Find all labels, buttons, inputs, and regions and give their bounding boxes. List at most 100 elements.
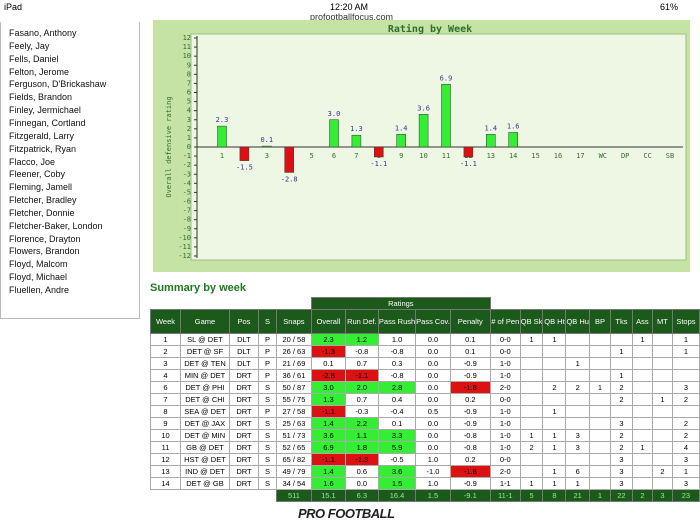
cell: 1 xyxy=(609,368,633,382)
player-link[interactable]: Fleener, Coby xyxy=(9,169,66,180)
player-link[interactable]: Fells, Daniel xyxy=(9,53,59,64)
player-link[interactable]: Flacco, Joe xyxy=(9,156,56,167)
cell xyxy=(519,404,544,418)
x-tick-label: 9 xyxy=(399,152,403,160)
player-link[interactable]: Fields, Brandon xyxy=(9,92,73,103)
cell: 1.4 xyxy=(310,416,346,430)
cell: 3 xyxy=(150,356,181,370)
cell: 2 xyxy=(565,380,590,394)
column-header: Ass xyxy=(631,308,653,334)
player-link[interactable]: Finnegan, Cortland xyxy=(9,117,86,128)
url[interactable]: profootballfocus.com xyxy=(310,12,394,22)
cell xyxy=(542,368,567,382)
player-link[interactable]: Fitzgerald, Larry xyxy=(9,130,75,141)
cell: -0.9 xyxy=(449,356,491,370)
cell: SL @ DET xyxy=(179,332,230,346)
cell xyxy=(609,356,633,370)
cell: 1.5 xyxy=(377,476,417,490)
cell xyxy=(519,452,544,466)
cell: 34 / 54 xyxy=(275,476,312,490)
cell: 13 xyxy=(150,464,181,478)
cell: DRT xyxy=(228,380,259,394)
cell: 0.0 xyxy=(344,476,379,490)
cell: -0.9 xyxy=(449,404,491,418)
cell xyxy=(588,332,611,346)
player-link[interactable]: Fluellen, Andre xyxy=(9,285,70,295)
column-header: Tks xyxy=(609,308,633,334)
value-label: -1.1 xyxy=(460,160,477,168)
player-link[interactable]: Flowers, Brandon xyxy=(9,246,80,257)
y-tick-label: -5 xyxy=(183,188,191,196)
x-tick-label: 1 xyxy=(220,152,224,160)
cell: -0.8 xyxy=(449,428,491,442)
column-header: Snaps xyxy=(275,308,312,334)
column-header: Pos xyxy=(228,308,259,334)
cell: 2 xyxy=(671,428,700,442)
player-link[interactable]: Fletcher, Donnie xyxy=(9,207,75,218)
cell: 6 xyxy=(565,464,590,478)
player-link[interactable]: Ferguson, D'Brickashaw xyxy=(9,79,107,90)
cell: DLT xyxy=(228,344,259,358)
cell: 10 xyxy=(150,428,181,442)
total-cell: 15.1 xyxy=(310,488,346,502)
cell: 1.3 xyxy=(310,392,346,406)
cell: 0.0 xyxy=(415,368,451,382)
data-row: 1 SL @ DET DLT P 20 / 58 2.3 1.2 1.0 0.0 0.1 0-0 1 1… xyxy=(150,332,700,346)
cell: 2 xyxy=(542,380,567,394)
player-link[interactable]: Fitzpatrick, Ryan xyxy=(9,143,77,154)
cell: 1 xyxy=(651,392,673,406)
player-link[interactable]: Felton, Jerome xyxy=(9,66,70,77)
player-link[interactable]: Floyd, Michael xyxy=(9,272,68,283)
cell: -1.8 xyxy=(449,464,491,478)
spacer xyxy=(520,297,543,309)
cell: 3 xyxy=(671,380,700,394)
cell: 1-0 xyxy=(489,428,521,442)
bar xyxy=(239,146,250,161)
column-header: QB Ht xyxy=(542,308,567,334)
bar xyxy=(486,134,496,148)
data-row: 3 DET @ TEN DLT P 21 / 69 0.1 0.7 0.3 0.0 -0.9 1-0… xyxy=(150,356,700,370)
cell: 1 xyxy=(631,440,653,454)
player-link[interactable]: Feely, Jay xyxy=(9,40,50,51)
cell: SEA @ DET xyxy=(179,404,230,418)
player-link[interactable]: Floyd, Malcom xyxy=(9,259,68,270)
column-header: QB Hu xyxy=(565,308,590,334)
value-label: 1.4 xyxy=(484,124,497,132)
cell: DET @ MIN xyxy=(179,428,230,442)
cell: 1 xyxy=(542,332,567,346)
cell: 0.0 xyxy=(415,344,451,358)
cell: 1.8 xyxy=(344,440,379,454)
total-cell: 1 xyxy=(588,488,611,502)
cell xyxy=(651,416,673,430)
column-header: S xyxy=(257,308,277,334)
cell: 8 xyxy=(150,404,181,418)
cell: 0.1 xyxy=(449,344,491,358)
bar xyxy=(284,146,294,173)
player-link[interactable]: Florence, Drayton xyxy=(9,233,81,244)
spacer xyxy=(258,489,277,501)
cell: 1-1 xyxy=(489,476,521,490)
cell: 1-0 xyxy=(489,356,521,370)
cell: 1-0 xyxy=(489,416,521,430)
cell: 1 xyxy=(609,344,633,358)
y-tick-label: 8 xyxy=(187,70,191,78)
y-tick-label: -6 xyxy=(183,198,191,206)
device-name: iPad xyxy=(4,2,23,12)
column-header: Pass Rush xyxy=(377,308,417,334)
cell: 1-0 xyxy=(489,404,521,418)
player-link[interactable]: Fletcher-Baker, London xyxy=(9,220,103,231)
cell: 1 xyxy=(671,332,700,346)
cell: DET @ SF xyxy=(179,344,230,358)
player-link[interactable]: Finley, Jermichael xyxy=(9,105,81,116)
cell xyxy=(651,344,673,358)
cell: 2 xyxy=(609,428,633,442)
cell: 0.5 xyxy=(415,404,451,418)
player-link[interactable]: Fletcher, Bradley xyxy=(9,195,77,206)
bar xyxy=(217,125,227,148)
player-link[interactable]: Fasano, Anthony xyxy=(9,28,77,38)
player-link[interactable]: Fleming, Jamell xyxy=(9,182,73,193)
bar xyxy=(262,145,272,148)
cell xyxy=(631,464,653,478)
total-cell: 6.3 xyxy=(344,488,379,502)
logo[interactable]: PRO FOOTBALL xyxy=(298,506,395,521)
